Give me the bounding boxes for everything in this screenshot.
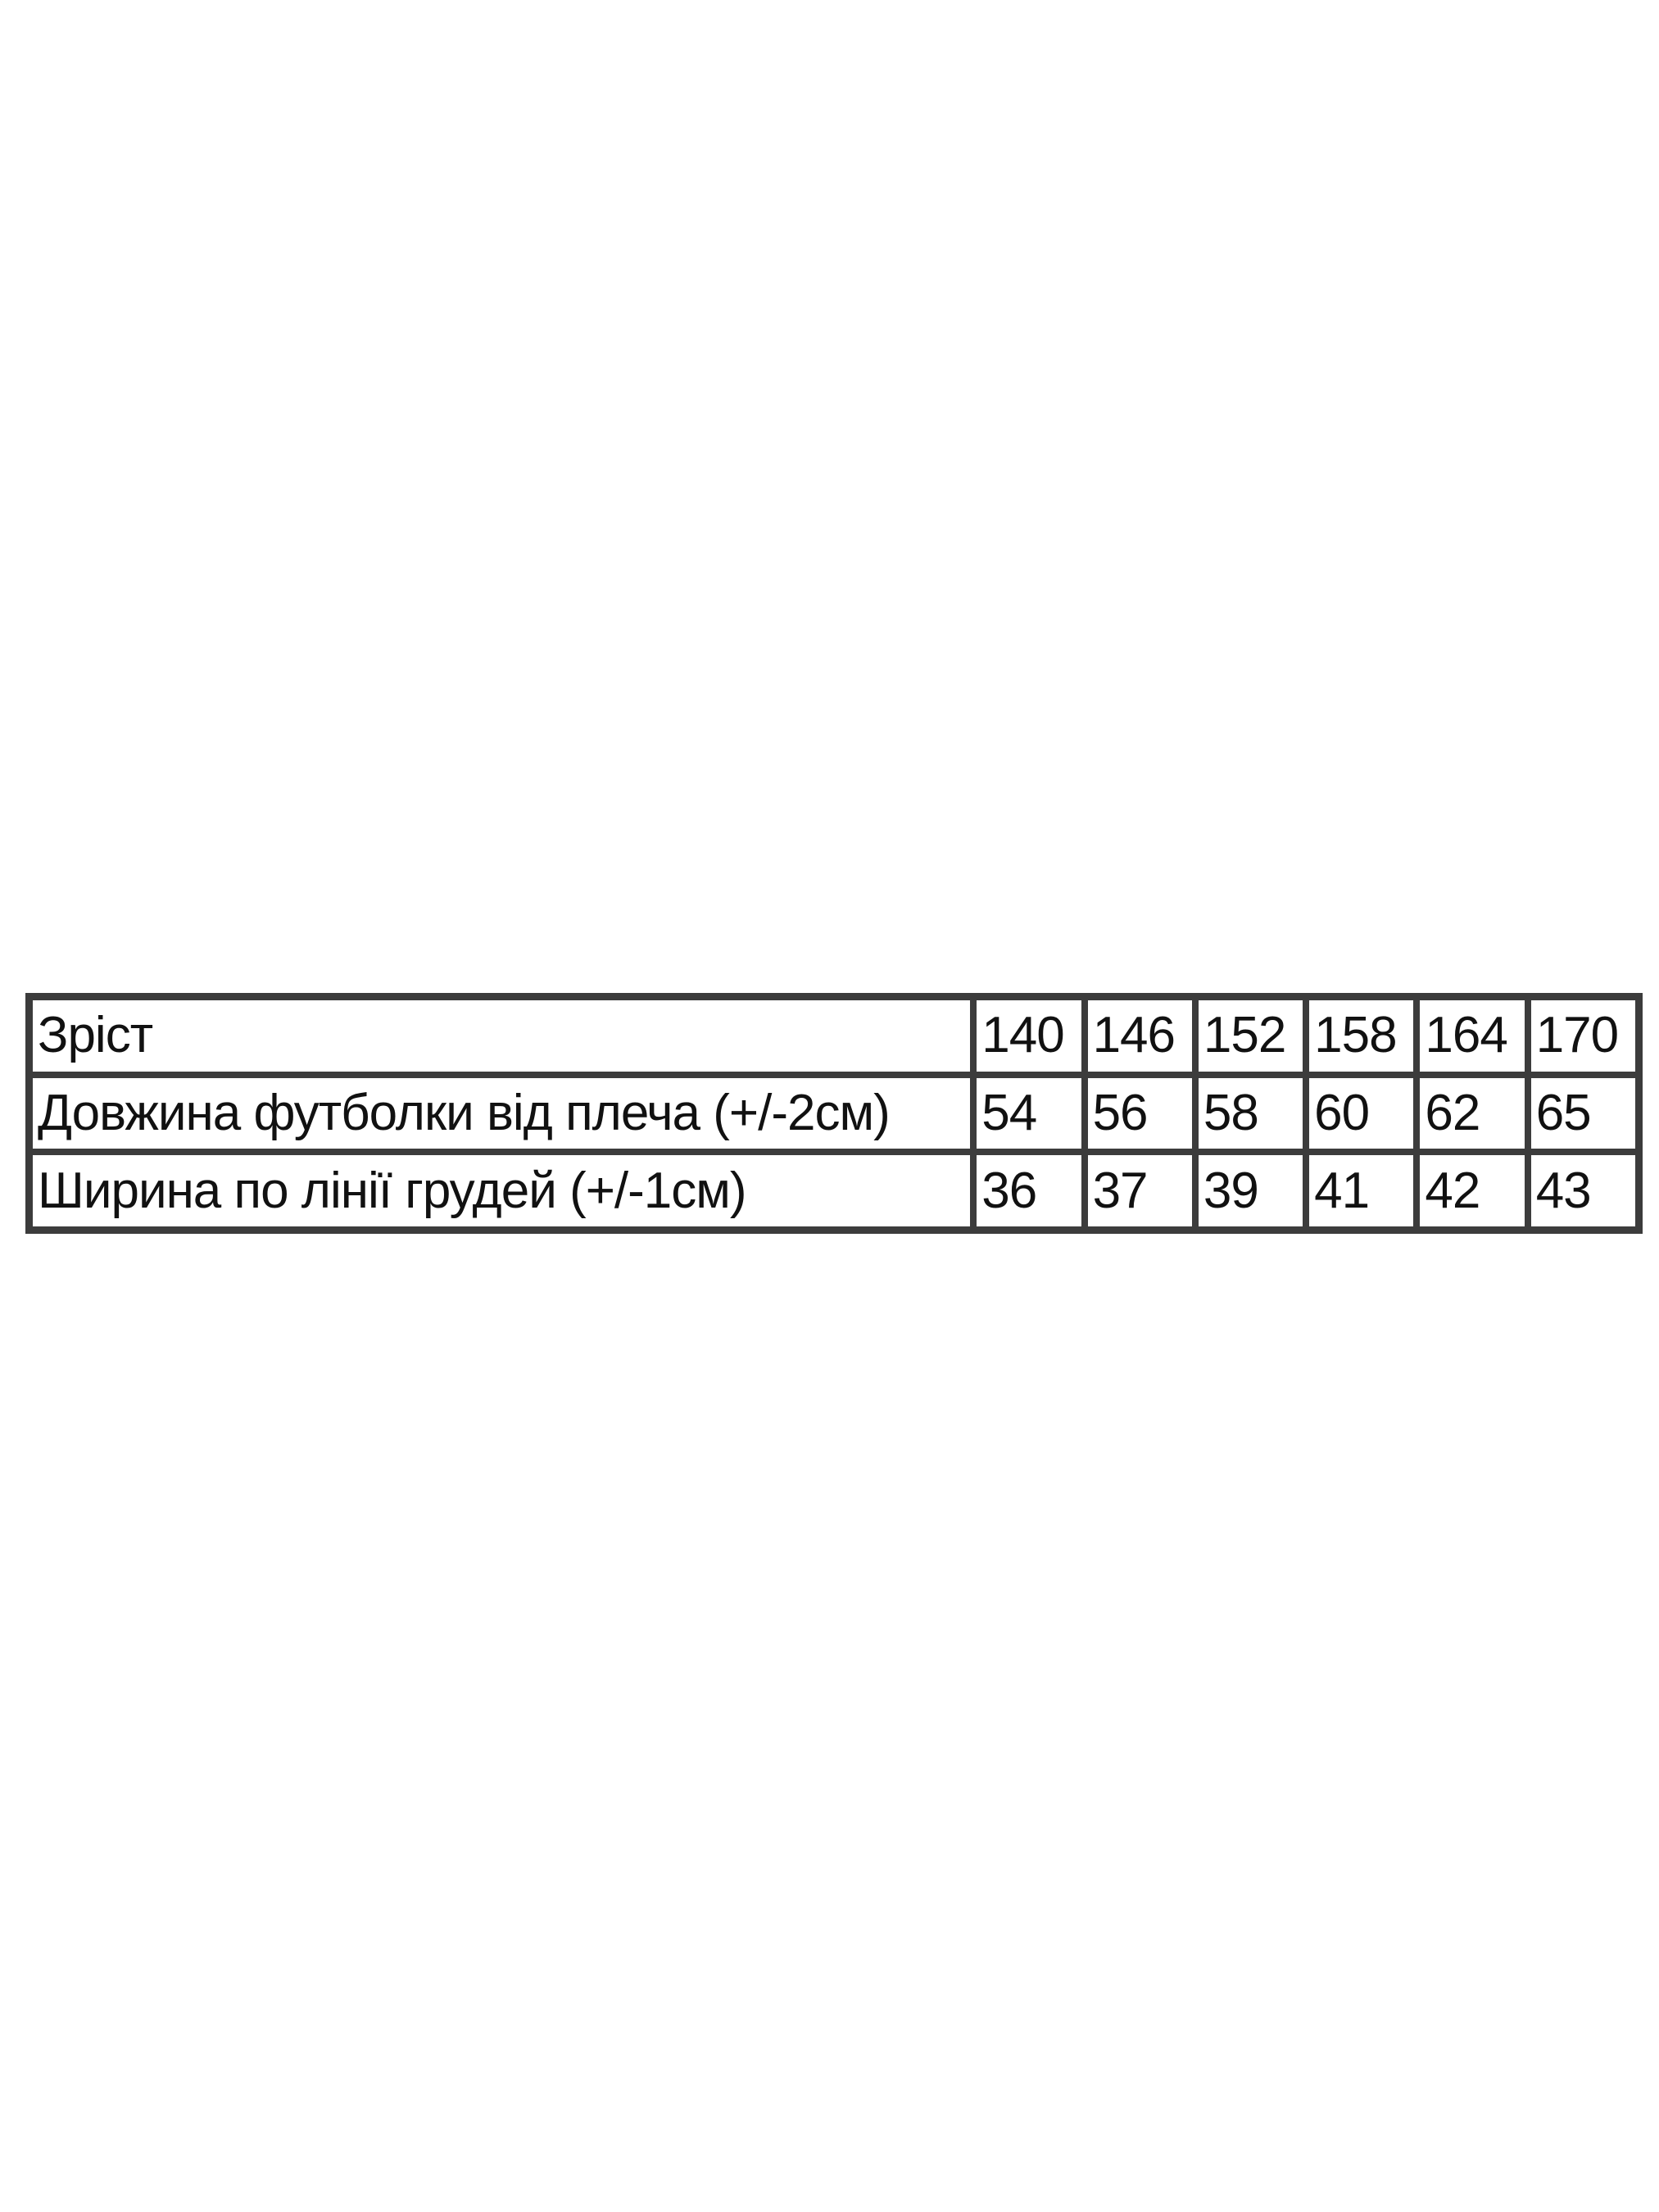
table-cell: 140: [973, 997, 1085, 1075]
table-cell: 58: [1194, 1074, 1307, 1153]
table-cell: 65: [1527, 1074, 1639, 1153]
table-cell: 36: [973, 1152, 1085, 1230]
table-cell: 152: [1194, 997, 1307, 1075]
row-label: Зріст: [29, 997, 974, 1075]
table-cell: 62: [1416, 1074, 1528, 1153]
table-cell: 41: [1306, 1152, 1417, 1230]
table-row: Довжина футболки від плеча (+/-2см) 54 56 5…: [29, 1074, 1639, 1153]
row-label: Довжина футболки від плеча (+/-2см): [29, 1074, 974, 1153]
table-cell: 43: [1527, 1152, 1639, 1230]
table-cell: 37: [1084, 1152, 1195, 1230]
table-cell: 39: [1194, 1152, 1307, 1230]
size-chart-table: Зріст 140 146 152 158 164 170 Довжина футболки …: [25, 993, 1643, 1234]
table-cell: 54: [973, 1074, 1085, 1153]
table-row: Ширина по лінії грудей (+/-1см) 36 37 39 41 4…: [29, 1152, 1639, 1230]
table-cell: 60: [1306, 1074, 1417, 1153]
table-cell: 56: [1084, 1074, 1195, 1153]
table-cell: 170: [1527, 997, 1639, 1075]
table-cell: 164: [1416, 997, 1528, 1075]
table-row: Зріст 140 146 152 158 164 170: [29, 997, 1639, 1075]
row-label: Ширина по лінії грудей (+/-1см): [29, 1152, 974, 1230]
table-cell: 158: [1306, 997, 1417, 1075]
table-cell: 146: [1084, 997, 1195, 1075]
table-cell: 42: [1416, 1152, 1528, 1230]
